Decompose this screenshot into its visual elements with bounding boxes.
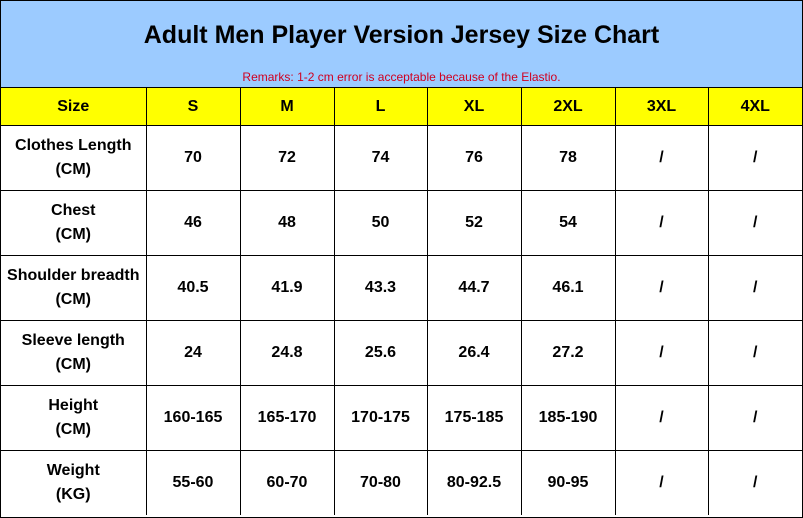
cell: 170-175 (333, 385, 428, 451)
column-header: 2XL (520, 88, 616, 126)
cell: 46 (145, 190, 241, 256)
cell: / (614, 385, 709, 451)
cell: 76 (426, 125, 522, 191)
cell: 175-185 (426, 385, 522, 451)
data-row: Chest (CM) 46 48 50 52 54// (1, 190, 802, 256)
cell: 90-95 (520, 450, 616, 515)
row-label-line: (CM) (55, 291, 92, 308)
data-row: Weight (KG) 55-60 60-70 70-80 80-92.5 90-95// (1, 450, 802, 515)
cell: / (614, 255, 709, 321)
cell: 27.2 (520, 320, 616, 386)
cell: 185-190 (520, 385, 616, 451)
cell: 50 (333, 190, 428, 256)
cell: / (614, 190, 709, 256)
column-header: XL (426, 88, 522, 126)
column-header: S (145, 88, 241, 126)
column-header: L (333, 88, 428, 126)
row-label: Weight (KG) (1, 450, 147, 515)
column-header: Size (1, 88, 147, 126)
cell: 165-170 (239, 385, 335, 451)
cell: 25.6 (333, 320, 428, 386)
cell: 80-92.5 (426, 450, 522, 515)
row-label: Shoulder breadth (CM) (1, 255, 147, 321)
row-label-line: (CM) (55, 356, 92, 373)
cell: 44.7 (426, 255, 522, 321)
cell: / (614, 450, 709, 515)
column-header: 3XL (614, 88, 709, 126)
size-table: Size S M L XL 2XL 3XL 4XL Clothes Length (CM) 70 72… (1, 88, 802, 515)
row-label-line: (CM) (55, 421, 92, 438)
row-label-line: Shoulder breadth (7, 267, 140, 284)
cell: 54 (520, 190, 616, 256)
row-label-line: (KG) (55, 486, 91, 503)
banner: Adult Men Player Version Jersey Size Cha… (1, 1, 802, 88)
cell: / (614, 320, 709, 386)
row-label-line: Sleeve length (21, 332, 125, 349)
row-label: Clothes Length (CM) (1, 125, 147, 191)
data-row: Clothes Length (CM) 70 72 74 76 78// (1, 125, 802, 191)
cell: / (707, 190, 802, 256)
column-header: 4XL (707, 88, 802, 126)
cell: 43.3 (333, 255, 428, 321)
cell: 60-70 (239, 450, 335, 515)
cell: 40.5 (145, 255, 241, 321)
row-label: Sleeve length (CM) (1, 320, 147, 386)
cell: 160-165 (145, 385, 241, 451)
cell: 55-60 (145, 450, 241, 515)
row-label-line: (CM) (55, 161, 92, 178)
cell: 70 (145, 125, 241, 191)
row-label: Height (CM) (1, 385, 147, 451)
cell: / (707, 125, 802, 191)
row-label-line: Height (48, 397, 99, 414)
cell: 24.8 (239, 320, 335, 386)
cell: / (707, 385, 802, 451)
title: Adult Men Player Version Jersey Size Cha… (143, 21, 660, 49)
row-label-line: Clothes Length (15, 137, 132, 154)
cell: / (614, 125, 709, 191)
cell: / (707, 255, 802, 321)
cell: 46.1 (520, 255, 616, 321)
cell: 24 (145, 320, 241, 386)
row-label-line: Weight (46, 462, 100, 479)
cell: 41.9 (239, 255, 335, 321)
cell: / (707, 450, 802, 515)
cell: 74 (333, 125, 428, 191)
cell: / (707, 320, 802, 386)
row-label-line: (CM) (55, 226, 92, 243)
cell: 72 (239, 125, 335, 191)
header-row: Size S M L XL 2XL 3XL 4XL (1, 88, 802, 126)
data-row: Shoulder breadth (CM) 40.5 41.9 43.3 44.7 46.1… (1, 255, 802, 321)
data-row: Height (CM) 160-165 165-170 170-175 175-185 18… (1, 385, 802, 451)
cell: 70-80 (333, 450, 428, 515)
cell: 26.4 (426, 320, 522, 386)
data-row: Sleeve length (CM) 24 24.8 25.6 26.4 27.2// (1, 320, 802, 386)
column-header: M (239, 88, 335, 126)
cell: 78 (520, 125, 616, 191)
row-label: Chest (CM) (1, 190, 147, 256)
cell: 48 (239, 190, 335, 256)
remarks: Remarks: 1-2 cm error is acceptable beca… (242, 70, 561, 84)
row-label-line: Chest (51, 202, 96, 219)
cell: 52 (426, 190, 522, 256)
